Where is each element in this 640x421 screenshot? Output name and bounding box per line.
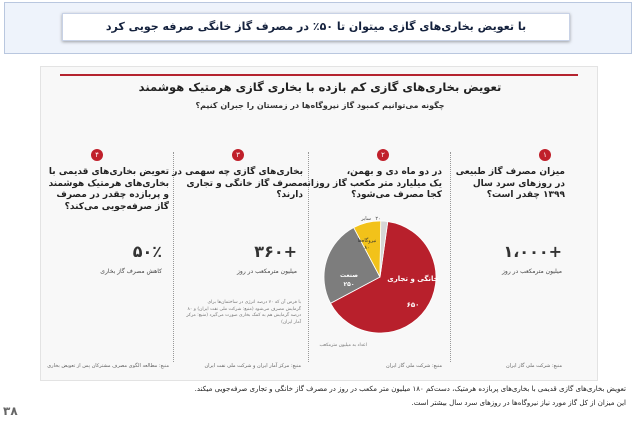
column-4-big-value: ۵۰٪ bbox=[132, 242, 162, 261]
pie-label-other-value: ۲۰ bbox=[375, 216, 380, 222]
pie-label-industry-value: ۲۵۰ bbox=[344, 281, 355, 288]
column-2-question: در دو ماه دی و بهمن، یک میلیارد متر مکعب… bbox=[302, 167, 442, 200]
column-3-question: بخاری‌های گازی چه سهمی در مصرف گاز خانگی… bbox=[172, 167, 303, 200]
infographic-top-rule bbox=[60, 74, 578, 76]
pie-slice-other bbox=[379, 220, 389, 278]
pie-label-powerplants-value: ۸۰ bbox=[364, 245, 369, 251]
step-badge-4: ۴ bbox=[91, 149, 103, 161]
footer-line-1: تعویض بخاری‌های گازی قدیمی با بخاری‌های … bbox=[194, 385, 626, 393]
column-1-unit: میلیون مترمکعب در روز bbox=[502, 268, 562, 275]
column-4-question: تعویض بخاری‌های قدیمی با بخاری‌های هرمتی… bbox=[48, 167, 169, 212]
column-3-big-value: ۳۶۰+ bbox=[254, 242, 297, 261]
column-4-unit: کاهش مصرف گاز بخاری bbox=[100, 268, 162, 275]
page-number: ۳۸ bbox=[3, 404, 18, 418]
page-title: با تعویض بخاری‌های گازی میتوان تا ۵۰٪ در… bbox=[105, 20, 527, 33]
pie-label-other-name: سایر bbox=[360, 216, 371, 222]
infographic-card bbox=[40, 66, 598, 381]
infographic-title: تعویض بخاری‌های گازی کم بازده با بخاری گ… bbox=[138, 80, 502, 94]
column-3-source: منبع: مرکز آمار ایران و شرکت ملی نفت ایر… bbox=[204, 363, 301, 369]
column-2-source: منبع: شرکت ملی گاز ایران bbox=[385, 363, 442, 369]
footer-line-2: این میزان از کل گاز مورد نیاز نیروگاه‌ها… bbox=[411, 399, 626, 407]
pie-label-powerplants-name: نیروگاه‌ها bbox=[358, 237, 377, 244]
column-divider bbox=[173, 152, 175, 362]
column-1-big-value: ۱،۰۰۰+ bbox=[503, 242, 562, 261]
pie-slice-industry bbox=[323, 227, 381, 304]
pie-label-home-value: ۶۵۰ bbox=[407, 301, 420, 309]
column-divider bbox=[450, 152, 452, 362]
column-divider bbox=[308, 152, 310, 362]
column-3-unit: میلیون مترمکعب در روز bbox=[237, 268, 297, 275]
step-badge-2: ۲ bbox=[377, 149, 389, 161]
infographic-subtitle: چگونه می‌توانیم کمبود گاز نیروگاه‌ها در … bbox=[195, 101, 445, 110]
column-3-footnote: با فرض آن که ۷۰ درصد انرژی در ساختمان‌ها… bbox=[186, 300, 301, 325]
pie-slice-home-commercial bbox=[330, 221, 437, 334]
column-4-source: منبع: مطالعه الگوی مصرف مشترکان پس از تع… bbox=[47, 363, 169, 369]
header-title-box bbox=[62, 13, 570, 41]
step-badge-3: ۳ bbox=[232, 149, 244, 161]
column-1-question: میزان مصرف گاز طبیعی در روزهای سرد سال ۱… bbox=[455, 167, 565, 200]
pie-units-note: اعداد به میلیون مترمکعب bbox=[319, 343, 368, 348]
step-badge-1: ۱ bbox=[539, 149, 551, 161]
pie-label-industry-name: صنعت bbox=[340, 272, 358, 279]
column-1-source: منبع: شرکت ملی گاز ایران bbox=[505, 363, 562, 369]
gas-consumption-pie-chart: خانگی و تجاری ۶۵۰ صنعت ۲۵۰ نیروگاه‌ها ۸۰… bbox=[323, 216, 439, 334]
pie-label-home-name: خانگی و تجاری bbox=[387, 274, 438, 283]
